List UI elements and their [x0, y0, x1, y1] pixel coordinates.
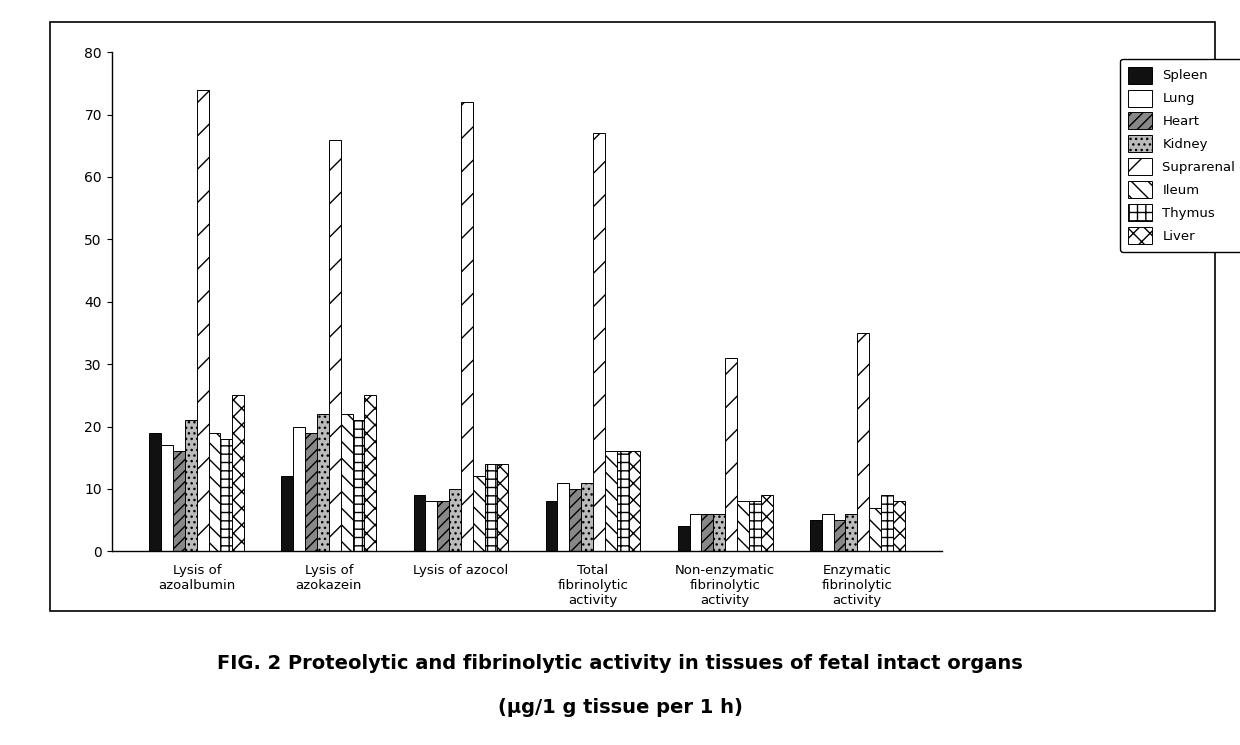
Bar [413, 495, 425, 551]
Bar [365, 396, 376, 551]
Bar [341, 414, 352, 551]
Bar [232, 396, 244, 551]
Bar [281, 477, 294, 551]
Bar [305, 433, 317, 551]
Bar [822, 514, 833, 551]
Bar [472, 477, 485, 551]
Bar [221, 439, 232, 551]
Bar [893, 501, 905, 551]
Bar [496, 464, 508, 551]
Bar [197, 89, 208, 551]
Text: (µg/1 g tissue per 1 h): (µg/1 g tissue per 1 h) [497, 698, 743, 717]
Text: FIG. 2 Proteolytic and fibrinolytic activity in tissues of fetal intact organs: FIG. 2 Proteolytic and fibrinolytic acti… [217, 653, 1023, 673]
Bar [857, 333, 869, 551]
Bar [329, 139, 341, 551]
Bar [833, 520, 846, 551]
Bar [605, 451, 616, 551]
Bar [678, 526, 689, 551]
Bar [449, 489, 461, 551]
Bar [846, 514, 857, 551]
Bar [149, 433, 161, 551]
Bar [869, 507, 880, 551]
Bar [582, 483, 593, 551]
Bar [485, 464, 496, 551]
Bar [208, 433, 221, 551]
Bar [185, 420, 197, 551]
Bar [294, 426, 305, 551]
Bar [725, 358, 737, 551]
Bar [749, 501, 760, 551]
Bar [425, 501, 438, 551]
Bar [737, 501, 749, 551]
Bar [317, 414, 329, 551]
Bar [760, 495, 773, 551]
Bar [593, 133, 605, 551]
Bar [161, 446, 174, 551]
Bar [438, 501, 449, 551]
Bar [558, 483, 569, 551]
Bar [713, 514, 725, 551]
Bar [629, 451, 641, 551]
Legend: Spleen, Lung, Heart, Kidney, Suprarenal gland, Ileum, Thymus, Liver: Spleen, Lung, Heart, Kidney, Suprarenal … [1120, 59, 1240, 252]
Bar [880, 495, 893, 551]
Bar [616, 451, 629, 551]
Bar [174, 451, 185, 551]
Bar [810, 520, 822, 551]
Bar [702, 514, 713, 551]
Bar [569, 489, 582, 551]
Bar [352, 420, 365, 551]
Bar [546, 501, 558, 551]
Bar [461, 102, 472, 551]
Bar [689, 514, 702, 551]
